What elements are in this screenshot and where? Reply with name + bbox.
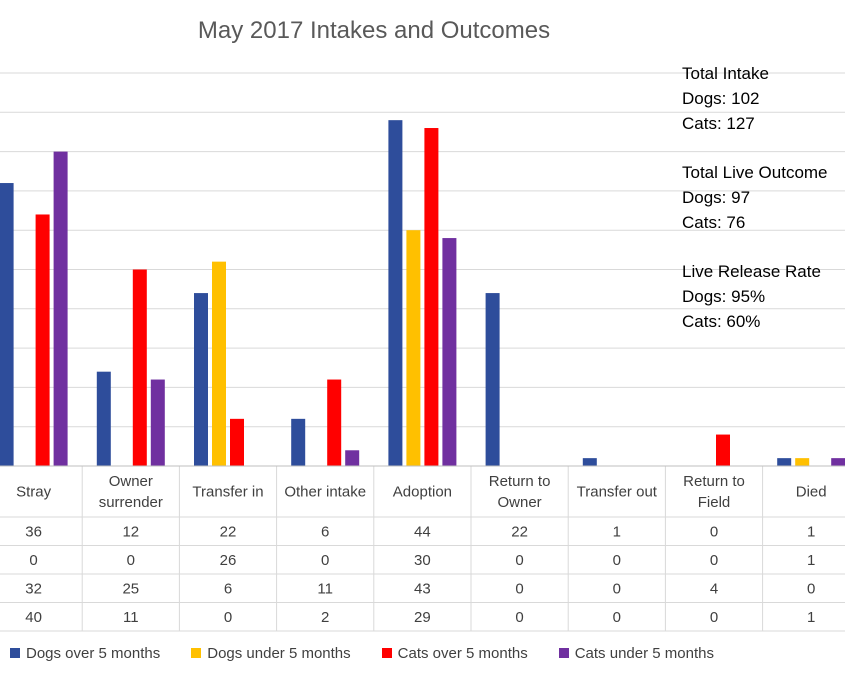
bar <box>35 214 50 466</box>
live-release-rate-heading: Live Release Rate <box>682 262 821 281</box>
live-release-rate-block: Live Release Rate Dogs: 95% Cats: 60% <box>682 259 828 334</box>
data-label: 30 <box>414 552 431 569</box>
data-label: 44 <box>414 523 431 540</box>
category-label: Other intake <box>284 484 366 501</box>
data-label: 1 <box>807 552 815 569</box>
legend-item: Dogs over 5 months <box>10 645 160 662</box>
data-label: 0 <box>127 552 135 569</box>
data-label: 25 <box>122 580 139 597</box>
total-intake-cats: Cats: 127 <box>682 114 755 133</box>
category-label: Adoption <box>393 484 452 501</box>
data-label: 0 <box>710 552 718 569</box>
data-label: 1 <box>807 523 815 540</box>
bar <box>194 293 208 466</box>
legend-label: Cats over 5 months <box>397 645 528 662</box>
data-label: 40 <box>25 609 42 626</box>
legend-item: Cats under 5 months <box>558 645 714 662</box>
legend-swatch <box>558 648 569 658</box>
bar <box>230 418 244 466</box>
data-label: 36 <box>25 523 42 540</box>
bars <box>0 120 845 467</box>
data-label: 1 <box>807 609 815 626</box>
data-label: 6 <box>321 523 329 540</box>
legend: Dogs over 5 months Dogs under 5 months Cat… <box>10 645 745 662</box>
summary-annotations: Total Intake Dogs: 102 Cats: 127 Total L… <box>682 61 828 358</box>
data-label: 0 <box>515 609 523 626</box>
legend-label: Cats under 5 months <box>574 645 714 662</box>
bar <box>777 458 792 466</box>
data-label: 0 <box>321 552 329 569</box>
data-label: 0 <box>613 580 621 597</box>
legend-item: Dogs under 5 months <box>191 645 351 662</box>
bar <box>582 458 597 466</box>
data-label: 43 <box>414 580 431 597</box>
total-intake-dogs: Dogs: 102 <box>682 89 760 108</box>
chart-title: May 2017 Intakes and Outcomes <box>197 17 551 44</box>
bar <box>132 269 147 466</box>
bar <box>345 450 360 466</box>
data-label: 6 <box>224 580 232 597</box>
data-label: 0 <box>613 609 621 626</box>
total-intake-block: Total Intake Dogs: 102 Cats: 127 <box>682 61 828 136</box>
bar <box>53 151 68 466</box>
category-label: Transfer in <box>192 484 263 501</box>
bar <box>424 128 439 466</box>
category-label: Return to Field <box>683 473 745 511</box>
data-label: 0 <box>224 609 232 626</box>
total-live-outcome-cats: Cats: 76 <box>682 213 746 232</box>
data-label: 22 <box>511 523 528 540</box>
bar <box>150 379 165 466</box>
data-label: 11 <box>123 609 139 626</box>
bar <box>406 230 421 466</box>
data-label: 2 <box>321 609 329 626</box>
live-release-rate-dogs: Dogs: 95% <box>682 287 766 306</box>
bar <box>485 293 500 466</box>
bar <box>0 183 14 467</box>
data-label: 1 <box>613 523 621 540</box>
data-label: 0 <box>710 523 718 540</box>
data-label: 0 <box>807 580 815 597</box>
data-label: 4 <box>710 580 718 597</box>
data-label: 32 <box>25 580 42 597</box>
data-label: 0 <box>710 609 718 626</box>
legend-swatch <box>381 648 392 658</box>
bar <box>212 261 226 466</box>
category-label: Stray <box>16 484 52 501</box>
bar <box>831 458 845 466</box>
total-intake-heading: Total Intake <box>682 64 769 83</box>
bar <box>795 458 810 466</box>
data-label: 12 <box>122 523 139 540</box>
total-live-outcome-dogs: Dogs: 97 <box>682 188 751 207</box>
data-label: 0 <box>515 580 523 597</box>
bar <box>327 379 342 466</box>
data-label: 0 <box>515 552 523 569</box>
legend-swatch <box>10 648 20 658</box>
total-live-outcome-block: Total Live Outcome Dogs: 97 Cats: 76 <box>682 160 828 235</box>
bar <box>96 371 111 466</box>
category-label: Owner surrender <box>99 473 163 511</box>
live-release-rate-cats: Cats: 60% <box>682 312 761 331</box>
data-label: 0 <box>29 552 37 569</box>
data-label: 0 <box>613 552 621 569</box>
category-label: Transfer out <box>577 484 658 501</box>
bar <box>442 238 457 466</box>
bar <box>716 434 730 466</box>
legend-label: Dogs under 5 months <box>207 645 351 662</box>
category-label: Died <box>796 484 827 501</box>
legend-label: Dogs over 5 months <box>26 645 161 662</box>
category-label: Return to Owner <box>489 473 551 511</box>
bar <box>388 120 403 466</box>
legend-swatch <box>191 648 202 658</box>
data-label: 22 <box>220 523 237 540</box>
bar <box>291 418 306 466</box>
data-label: 26 <box>220 552 237 569</box>
legend-item: Cats over 5 months <box>381 645 528 662</box>
total-live-outcome-heading: Total Live Outcome <box>682 163 828 182</box>
data-label: 11 <box>317 580 333 597</box>
data-label: 29 <box>414 609 431 626</box>
